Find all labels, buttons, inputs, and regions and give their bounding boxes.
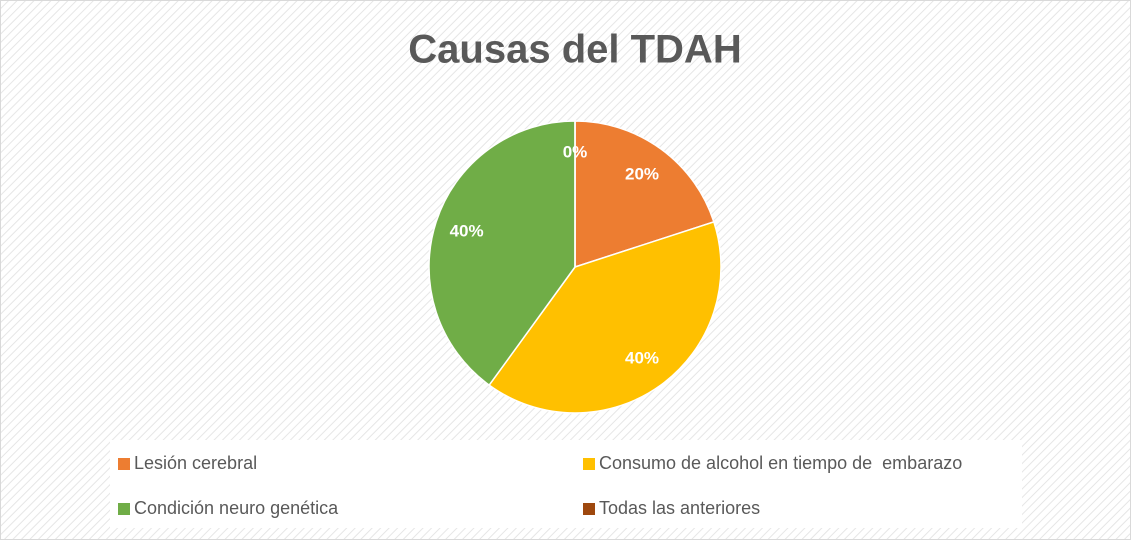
- data-label: 40%: [450, 221, 484, 240]
- legend-box: [110, 440, 1022, 528]
- data-label: 20%: [625, 164, 659, 183]
- legend-swatch: [118, 503, 130, 515]
- legend-label: Lesión cerebral: [134, 453, 257, 473]
- pie-slice: [488, 220, 722, 414]
- legend-label: Consumo de alcohol en tiempo de embarazo: [599, 453, 962, 473]
- legend-swatch: [583, 503, 595, 515]
- legend-label: Condición neuro genética: [134, 498, 339, 518]
- legend-swatch: [118, 458, 130, 470]
- pie-slice: [574, 120, 715, 269]
- legend-label: Todas las anteriores: [599, 498, 760, 518]
- pie-slice: [428, 120, 576, 387]
- data-label: 40%: [625, 349, 659, 368]
- chart-title: Causas del TDAH: [408, 28, 741, 72]
- legend-swatch: [583, 458, 595, 470]
- data-label: 0%: [563, 142, 588, 161]
